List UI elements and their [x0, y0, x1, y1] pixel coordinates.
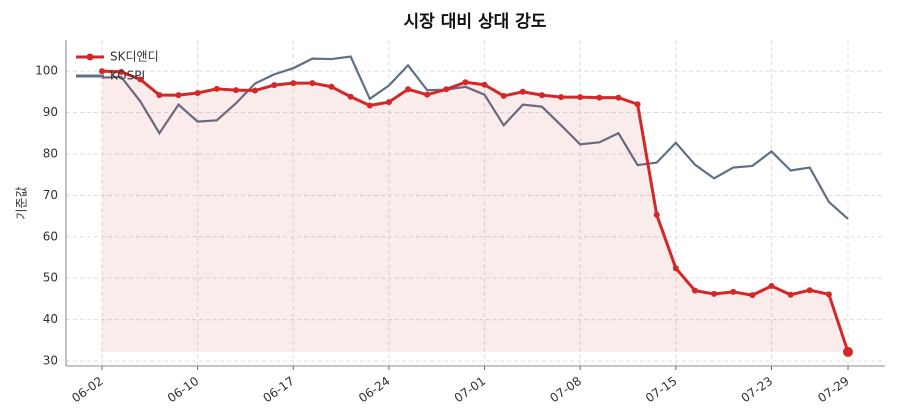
point — [99, 68, 105, 75]
y-axis-label: 기준값 — [15, 186, 29, 219]
x-tick-label: 07-29 — [815, 374, 852, 405]
legend-marker — [86, 53, 94, 61]
point — [252, 87, 259, 94]
y-tick-label: 80 — [43, 146, 58, 160]
y-tick-label: 100 — [35, 64, 58, 78]
x-tick-label: 06-02 — [69, 374, 106, 405]
point — [596, 94, 603, 101]
line — [101, 69, 850, 353]
point — [711, 290, 718, 297]
point — [634, 101, 641, 108]
point — [481, 81, 488, 88]
point — [366, 102, 373, 109]
chart-title: 시장 대비 상대 강도 — [404, 12, 547, 32]
point — [309, 80, 316, 87]
point — [519, 88, 526, 95]
point — [156, 92, 163, 99]
point — [462, 79, 469, 86]
point — [328, 83, 335, 90]
point — [558, 94, 565, 101]
point — [405, 86, 412, 93]
point — [787, 291, 794, 298]
x-tick-label: 06-24 — [356, 374, 393, 405]
point — [691, 287, 698, 294]
point — [347, 93, 354, 100]
point — [443, 86, 450, 93]
point — [424, 91, 431, 98]
x-tick-label: 06-17 — [260, 374, 297, 405]
point — [843, 346, 853, 357]
y-tick-label: 60 — [43, 229, 58, 243]
x-tick-label: 07-01 — [452, 374, 489, 405]
point — [749, 292, 756, 299]
point — [194, 90, 201, 97]
point — [175, 92, 182, 99]
area — [102, 71, 848, 352]
point — [806, 287, 813, 294]
point — [232, 87, 239, 94]
y-tick-label: 40 — [43, 312, 58, 326]
point — [137, 76, 144, 83]
line — [101, 55, 849, 220]
x-tick-label: 07-15 — [643, 374, 680, 405]
point — [538, 92, 545, 99]
y-tick-label: 50 — [43, 271, 58, 285]
y-tick-label: 30 — [43, 354, 58, 368]
x-tick-label: 07-08 — [547, 374, 584, 405]
point — [653, 211, 660, 218]
point — [290, 80, 297, 87]
point — [213, 85, 220, 92]
point — [768, 283, 775, 290]
x-tick-label: 06-10 — [165, 374, 202, 405]
point — [825, 291, 832, 298]
point — [672, 265, 679, 272]
point — [730, 288, 737, 295]
legend-label: SK디앤디 — [110, 50, 159, 64]
y-tick-label: 70 — [43, 188, 58, 202]
x-tick-label: 07-23 — [739, 374, 776, 405]
point — [615, 94, 622, 101]
point — [385, 99, 392, 106]
point — [577, 94, 584, 101]
point — [271, 82, 278, 89]
legend-label: KOSPI — [110, 69, 145, 83]
point — [118, 68, 125, 75]
point — [500, 92, 507, 99]
y-tick-label: 90 — [43, 105, 58, 119]
